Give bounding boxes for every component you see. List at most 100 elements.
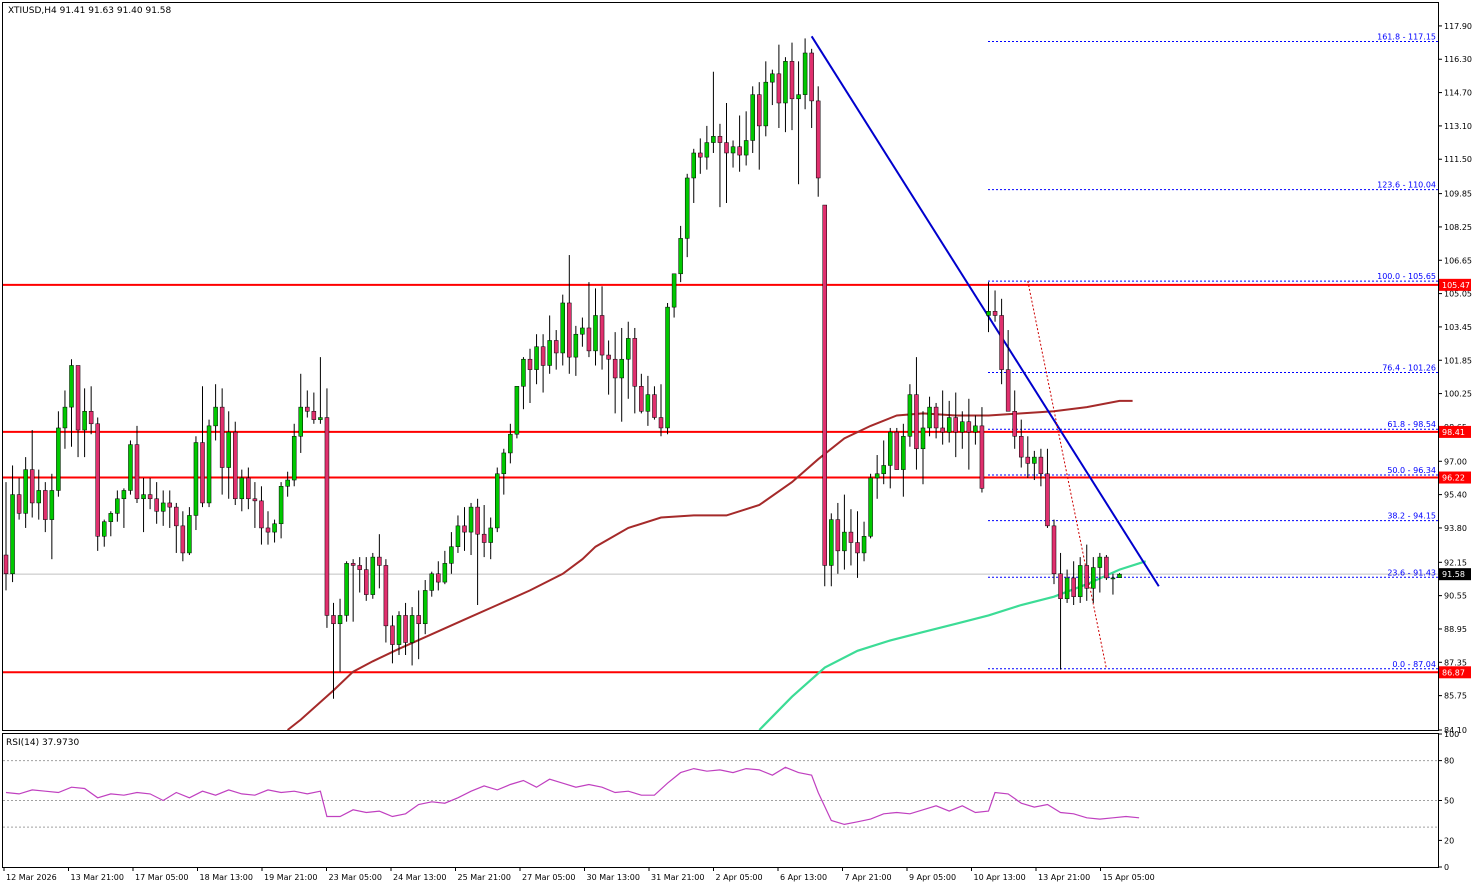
candle [1019, 419, 1024, 468]
candle [233, 421, 238, 506]
candle [449, 532, 454, 574]
candle-body [1051, 525, 1057, 575]
candle-body [56, 427, 61, 491]
candle [344, 561, 349, 622]
candle [1064, 569, 1070, 603]
candle-body [1097, 556, 1103, 568]
candle [750, 86, 755, 153]
candle-body [43, 490, 48, 520]
candle-body [82, 411, 87, 431]
candle [527, 348, 533, 403]
candle [1084, 544, 1089, 601]
candle [422, 580, 428, 635]
candle [36, 469, 41, 520]
candle [743, 111, 749, 166]
time-tick-label: 18 Mar 13:00 [200, 873, 253, 882]
time-tick-label: 2 Apr 05:00 [716, 873, 763, 882]
candle [658, 384, 664, 437]
candle [730, 140, 736, 168]
candle [187, 507, 192, 556]
candle-body [246, 477, 251, 500]
candle-body [475, 506, 480, 535]
candle [953, 392, 958, 458]
fib-level-label: 61.8 - 98.54 [1387, 420, 1436, 429]
time-tick-label: 7 Apr 21:00 [845, 873, 892, 882]
candle-body [1064, 577, 1070, 600]
candle-body [665, 306, 670, 429]
candle [704, 125, 710, 170]
price-tick-label: 106.65 [1444, 256, 1472, 265]
candle [1025, 436, 1031, 478]
price-tick-label: 92.15 [1444, 558, 1467, 567]
main-pane-frame [2, 2, 1439, 731]
candle-body [737, 146, 742, 156]
candle [377, 534, 382, 589]
candle-body [298, 406, 303, 437]
candle-body [436, 573, 441, 583]
candle-body [29, 469, 35, 504]
candle-body [134, 444, 140, 500]
candle-body [10, 494, 15, 575]
candle [789, 42, 795, 131]
candle [416, 590, 421, 660]
candle-body [940, 427, 945, 433]
candle-body [1071, 577, 1076, 597]
candle [10, 465, 15, 583]
time-tick-label: 9 Apr 05:00 [909, 873, 956, 882]
candle-body [331, 615, 336, 625]
candle [881, 440, 886, 485]
candle [488, 517, 493, 560]
candle-body [1104, 556, 1109, 579]
candle [737, 115, 742, 172]
level-price-tag-label: 86.87 [1442, 668, 1465, 677]
candle [88, 386, 94, 435]
candle [946, 400, 952, 443]
candle-body [1045, 473, 1050, 527]
fib-level-label: 76.4 - 101.26 [1382, 364, 1436, 373]
candle-body [455, 525, 461, 547]
time-tick-label: 19 Mar 21:00 [264, 873, 317, 882]
time-tick-label: 12 Mar 2026 [6, 873, 57, 882]
candle-body [599, 315, 605, 356]
candle [606, 340, 611, 395]
candle [992, 290, 998, 322]
candle-body [874, 473, 880, 479]
candle-body [527, 358, 533, 370]
candle [95, 417, 100, 551]
candle-body [174, 506, 179, 527]
candle [174, 502, 179, 553]
candle [167, 490, 172, 528]
candle [547, 315, 552, 374]
candle [501, 448, 507, 495]
candle-body [1032, 456, 1037, 464]
candle [75, 365, 81, 458]
candle-body [580, 327, 585, 335]
candle [979, 407, 985, 493]
rsi-tick-label: 20 [1444, 836, 1454, 845]
candle-body [200, 442, 205, 504]
candle-body [946, 417, 952, 433]
candle [62, 390, 68, 449]
candle [102, 519, 107, 547]
rsi-pane-frame [2, 733, 1439, 868]
price-tick-label: 109.85 [1444, 190, 1472, 199]
candle [829, 513, 834, 587]
candle-body [422, 590, 428, 625]
candle-body [619, 358, 624, 379]
candle-body [252, 498, 258, 502]
candle [835, 502, 841, 574]
candle-body [370, 556, 376, 595]
candle [802, 38, 808, 110]
candle-body [960, 421, 965, 433]
candle-body [724, 142, 729, 154]
candle [311, 392, 317, 424]
candle [1051, 519, 1057, 585]
candle [540, 334, 546, 393]
level-price-tag-label: 105.47 [1442, 281, 1470, 290]
candle-body [23, 469, 28, 514]
candle [318, 357, 323, 424]
candle-body [776, 73, 782, 104]
price-tick-label: 93.80 [1444, 524, 1467, 533]
candle [514, 386, 520, 439]
candle-body [233, 431, 238, 500]
